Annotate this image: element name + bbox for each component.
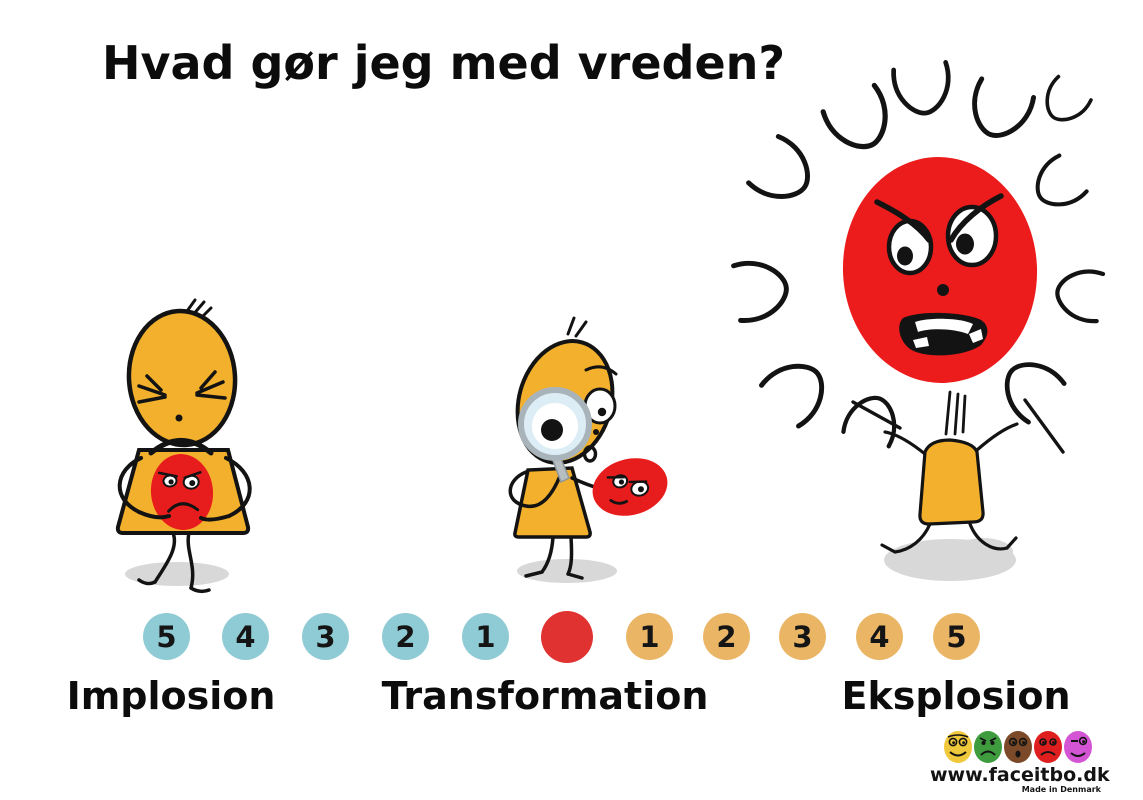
magnifying-glass-icon bbox=[518, 387, 592, 484]
logo-face-wink-icon bbox=[1063, 731, 1092, 763]
eksplosion-figure-illustration bbox=[731, 60, 1106, 581]
transformation-figure-illustration bbox=[508, 316, 668, 583]
transformation-body bbox=[513, 466, 592, 539]
scale-circle-implosion-2: 2 bbox=[382, 613, 429, 660]
transformation-eyebrow bbox=[584, 365, 618, 376]
faceitbo-logo-faces bbox=[943, 731, 1092, 763]
implosion-legs bbox=[137, 531, 211, 594]
eksplosion-body bbox=[918, 438, 985, 526]
page-title: Hvad gør jeg med vreden? bbox=[102, 36, 786, 90]
implosion-arms bbox=[117, 456, 252, 522]
logo-face-surprised-icon bbox=[1003, 731, 1032, 763]
scale-circle-implosion-5: 5 bbox=[143, 613, 190, 660]
eksplosion-grimace-mouth bbox=[899, 312, 988, 356]
scale-labels: Implosion Transformation Eksplosion bbox=[0, 674, 1143, 720]
scale-circle-eksplosion-4: 4 bbox=[856, 613, 903, 660]
implosion-squinted-eyes bbox=[137, 370, 227, 404]
magnified-eye-pupil bbox=[541, 419, 563, 441]
explosion-strokes bbox=[731, 60, 1106, 449]
transformation-nose bbox=[593, 429, 599, 435]
scale-circle-eksplosion-3: 3 bbox=[779, 613, 826, 660]
scale-circle-transformation bbox=[541, 611, 593, 663]
implosion-frown-mouth bbox=[148, 438, 214, 456]
motion-lines bbox=[851, 390, 1065, 454]
eksplosion-left-eye bbox=[886, 218, 934, 276]
made-in-label: Made in Denmark bbox=[1021, 785, 1101, 794]
scale-circle-eksplosion-1: 1 bbox=[626, 613, 673, 660]
implosion-head bbox=[126, 298, 238, 456]
implosion-shadow bbox=[125, 562, 229, 586]
label-eksplosion: Eksplosion bbox=[841, 674, 1071, 718]
transformation-surprised-mouth bbox=[582, 445, 598, 463]
transformation-hair bbox=[566, 316, 588, 338]
scale-circle-implosion-1: 1 bbox=[462, 613, 509, 660]
scale-circle-implosion-3: 3 bbox=[302, 613, 349, 660]
exploding-anger-head bbox=[842, 157, 1038, 383]
website-url: www.faceitbo.dk bbox=[930, 764, 1110, 786]
anger-face-in-hand bbox=[592, 458, 668, 516]
scale-circle-eksplosion-5: 5 bbox=[933, 613, 980, 660]
transformation-shadow bbox=[517, 559, 617, 583]
transformation-legs bbox=[524, 535, 584, 580]
logo-face-angry-icon bbox=[973, 731, 1002, 763]
implosion-anger-belly-face bbox=[150, 454, 214, 530]
scale-circle-implosion-4: 4 bbox=[222, 613, 269, 660]
eksplosion-nose bbox=[937, 284, 949, 296]
implosion-figure-illustration bbox=[115, 298, 252, 594]
anger-scale: 5 4 3 2 1 1 2 3 4 5 bbox=[0, 611, 1143, 663]
brand-footer: www.faceitbo.dk Made in Denmark bbox=[930, 729, 1110, 794]
label-transformation: Transformation bbox=[381, 674, 709, 718]
eksplosion-angry-brows bbox=[874, 193, 1004, 243]
scale-circle-eksplosion-2: 2 bbox=[703, 613, 750, 660]
implosion-nose bbox=[175, 414, 183, 422]
logo-face-happy-icon bbox=[943, 731, 972, 763]
eksplosion-limbs bbox=[880, 422, 1019, 554]
label-implosion: Implosion bbox=[66, 674, 276, 718]
logo-face-sad-icon bbox=[1033, 731, 1062, 763]
